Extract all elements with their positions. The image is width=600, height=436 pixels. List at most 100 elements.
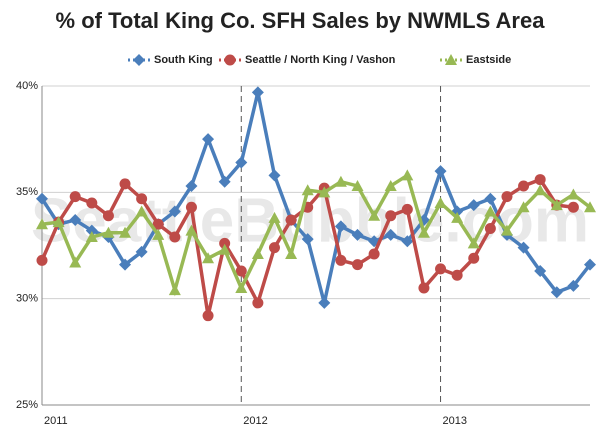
data-point: [484, 205, 497, 217]
data-point: [185, 224, 198, 236]
data-point: [435, 263, 447, 275]
x-tick-label: 2013: [443, 415, 467, 427]
data-point: [550, 199, 563, 211]
data-point: [136, 193, 148, 205]
data-point: [467, 199, 480, 212]
data-point: [119, 258, 132, 271]
y-tick-label: 30%: [16, 293, 38, 305]
data-point: [285, 248, 298, 260]
data-point: [451, 211, 464, 223]
data-point: [467, 237, 480, 249]
legend-marker: [224, 54, 236, 66]
data-point: [385, 210, 397, 222]
data-point: [168, 284, 181, 296]
data-point: [219, 237, 231, 249]
y-tick-label: 35%: [16, 186, 38, 198]
data-point: [368, 209, 381, 221]
data-point: [251, 248, 264, 260]
data-point: [517, 241, 530, 254]
data-point: [584, 258, 596, 271]
data-point: [318, 186, 331, 198]
data-point: [334, 220, 347, 233]
data-point: [218, 243, 231, 255]
data-point: [468, 252, 480, 264]
legend-marker: [133, 54, 145, 66]
data-point: [135, 245, 148, 258]
data-point: [451, 269, 463, 281]
data-point: [52, 216, 65, 228]
data-point: [401, 169, 414, 181]
x-tick-label: 2012: [243, 415, 267, 427]
data-point: [352, 259, 364, 271]
legend-marker: [445, 54, 457, 65]
data-point: [69, 256, 82, 268]
data-point: [335, 254, 347, 266]
data-point: [251, 86, 264, 99]
y-tick-label: 25%: [16, 399, 38, 411]
data-point: [36, 192, 48, 205]
data-point: [484, 222, 496, 234]
data-point: [534, 184, 547, 196]
data-point: [119, 226, 132, 238]
chart-title: % of Total King Co. SFH Sales by NWMLS A…: [56, 8, 546, 33]
data-point: [534, 174, 546, 186]
data-point: [185, 201, 197, 213]
data-point: [235, 156, 248, 169]
data-point: [401, 203, 413, 215]
data-point: [368, 248, 380, 260]
data-point: [202, 133, 215, 146]
data-point: [102, 226, 115, 238]
data-point: [69, 191, 81, 203]
data-point: [301, 184, 314, 196]
data-point: [567, 201, 579, 213]
data-point: [185, 179, 198, 192]
data-point: [351, 228, 364, 241]
data-point: [152, 218, 164, 230]
data-point: [85, 224, 98, 237]
data-point: [501, 191, 513, 203]
data-point: [285, 214, 297, 226]
data-point: [567, 188, 580, 200]
data-point: [102, 210, 114, 222]
data-point: [401, 235, 414, 248]
data-point: [417, 226, 430, 238]
data-point: [85, 230, 98, 242]
series-line: [41, 172, 592, 297]
data-point: [86, 197, 98, 209]
data-point: [268, 211, 281, 223]
data-point: [318, 296, 331, 309]
data-point: [334, 175, 347, 187]
data-point: [235, 265, 247, 277]
data-point: [202, 310, 214, 322]
data-point: [484, 192, 497, 205]
data-point: [36, 218, 48, 230]
legend-label: Seattle / North King / Vashon: [245, 54, 396, 66]
legend-label: South King: [154, 54, 213, 66]
data-point: [384, 228, 397, 241]
data-point: [567, 279, 580, 292]
data-point: [169, 231, 181, 243]
y-tick-label: 40%: [16, 80, 38, 92]
data-point: [69, 213, 82, 226]
data-point: [550, 286, 563, 299]
data-point: [351, 179, 364, 191]
data-point: [268, 242, 280, 254]
data-point: [218, 175, 231, 188]
data-point: [135, 205, 148, 217]
data-point: [301, 233, 314, 246]
data-point: [168, 205, 181, 218]
data-point: [534, 265, 547, 278]
data-point: [518, 180, 530, 192]
x-tick-label: 2011: [44, 415, 68, 427]
data-point: [119, 178, 131, 190]
data-point: [584, 201, 596, 213]
series-line: [40, 91, 592, 304]
legend-label: Eastside: [466, 54, 511, 66]
data-point: [268, 169, 281, 182]
data-point: [384, 179, 397, 191]
data-point: [434, 165, 447, 178]
data-point: [235, 282, 248, 294]
data-point: [418, 282, 430, 294]
